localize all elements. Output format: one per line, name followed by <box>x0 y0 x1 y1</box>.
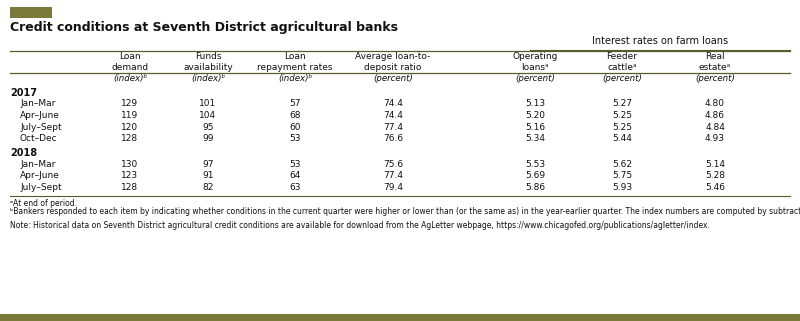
Text: Credit conditions at Seventh District agricultural banks: Credit conditions at Seventh District ag… <box>10 21 398 34</box>
Text: (percent): (percent) <box>515 74 555 83</box>
Text: 97: 97 <box>202 160 214 169</box>
Text: 5.62: 5.62 <box>612 160 632 169</box>
Text: (percent): (percent) <box>695 74 735 83</box>
Text: Real
estateᵃ: Real estateᵃ <box>699 52 731 72</box>
Text: 77.4: 77.4 <box>383 123 403 132</box>
Text: Operating
loansᵃ: Operating loansᵃ <box>512 52 558 72</box>
Text: 53: 53 <box>290 134 301 143</box>
Text: 128: 128 <box>122 134 138 143</box>
Text: July–Sept: July–Sept <box>20 123 62 132</box>
Text: Jan–Mar: Jan–Mar <box>20 160 55 169</box>
Bar <box>10 7 52 18</box>
Text: 99: 99 <box>202 134 214 143</box>
Text: 119: 119 <box>122 111 138 120</box>
Text: 74.4: 74.4 <box>383 100 403 108</box>
Text: 75.6: 75.6 <box>383 160 403 169</box>
Text: 2017: 2017 <box>10 88 37 98</box>
Text: 79.4: 79.4 <box>383 183 403 192</box>
Text: 95: 95 <box>202 123 214 132</box>
Text: 5.44: 5.44 <box>612 134 632 143</box>
Text: (percent): (percent) <box>373 74 413 83</box>
Text: 53: 53 <box>290 160 301 169</box>
Bar <box>0 314 800 321</box>
Text: 2018: 2018 <box>10 149 37 159</box>
Text: Loan
repayment rates: Loan repayment rates <box>258 52 333 72</box>
Text: (index)ᵇ: (index)ᵇ <box>113 74 147 83</box>
Text: 5.75: 5.75 <box>612 171 632 180</box>
Text: Apr–June: Apr–June <box>20 111 60 120</box>
Text: July–Sept: July–Sept <box>20 183 62 192</box>
Text: ᵃAt end of period.: ᵃAt end of period. <box>10 199 77 209</box>
Text: 63: 63 <box>290 183 301 192</box>
Text: 120: 120 <box>122 123 138 132</box>
Text: 130: 130 <box>122 160 138 169</box>
Text: 5.53: 5.53 <box>525 160 545 169</box>
Text: 5.28: 5.28 <box>705 171 725 180</box>
Text: 5.34: 5.34 <box>525 134 545 143</box>
Text: 68: 68 <box>290 111 301 120</box>
Text: 5.46: 5.46 <box>705 183 725 192</box>
Text: Loan
demand: Loan demand <box>111 52 149 72</box>
Text: 5.25: 5.25 <box>612 123 632 132</box>
Text: 123: 123 <box>122 171 138 180</box>
Text: 101: 101 <box>199 100 217 108</box>
Text: 77.4: 77.4 <box>383 171 403 180</box>
Text: 104: 104 <box>199 111 217 120</box>
Text: 76.6: 76.6 <box>383 134 403 143</box>
Text: 5.16: 5.16 <box>525 123 545 132</box>
Text: 5.27: 5.27 <box>612 100 632 108</box>
Text: 5.69: 5.69 <box>525 171 545 180</box>
Text: 5.14: 5.14 <box>705 160 725 169</box>
Text: 82: 82 <box>202 183 214 192</box>
Text: 4.86: 4.86 <box>705 111 725 120</box>
Text: ᵇBankers responded to each item by indicating whether conditions in the current : ᵇBankers responded to each item by indic… <box>10 207 800 216</box>
Text: 4.93: 4.93 <box>705 134 725 143</box>
Text: (percent): (percent) <box>602 74 642 83</box>
Text: 4.84: 4.84 <box>705 123 725 132</box>
Text: (index)ᵇ: (index)ᵇ <box>278 74 312 83</box>
Text: (index)ᵇ: (index)ᵇ <box>191 74 225 83</box>
Text: 5.20: 5.20 <box>525 111 545 120</box>
Text: Feeder
cattleᵃ: Feeder cattleᵃ <box>606 52 638 72</box>
Text: Jan–Mar: Jan–Mar <box>20 100 55 108</box>
Text: 5.13: 5.13 <box>525 100 545 108</box>
Text: 129: 129 <box>122 100 138 108</box>
Text: 5.25: 5.25 <box>612 111 632 120</box>
Text: 57: 57 <box>290 100 301 108</box>
Text: 91: 91 <box>202 171 214 180</box>
Text: 60: 60 <box>290 123 301 132</box>
Text: 5.86: 5.86 <box>525 183 545 192</box>
Text: Average loan-to-
deposit ratio: Average loan-to- deposit ratio <box>355 52 430 72</box>
Text: 64: 64 <box>290 171 301 180</box>
Text: Apr–June: Apr–June <box>20 171 60 180</box>
Text: Interest rates on farm loans: Interest rates on farm loans <box>592 36 728 46</box>
Text: 5.93: 5.93 <box>612 183 632 192</box>
Text: Oct–Dec: Oct–Dec <box>20 134 58 143</box>
Text: 4.80: 4.80 <box>705 100 725 108</box>
Text: 128: 128 <box>122 183 138 192</box>
Text: 74.4: 74.4 <box>383 111 403 120</box>
Text: Note: Historical data on Seventh District agricultural credit conditions are ava: Note: Historical data on Seventh Distric… <box>10 221 710 230</box>
Text: Funds
availability: Funds availability <box>183 52 233 72</box>
